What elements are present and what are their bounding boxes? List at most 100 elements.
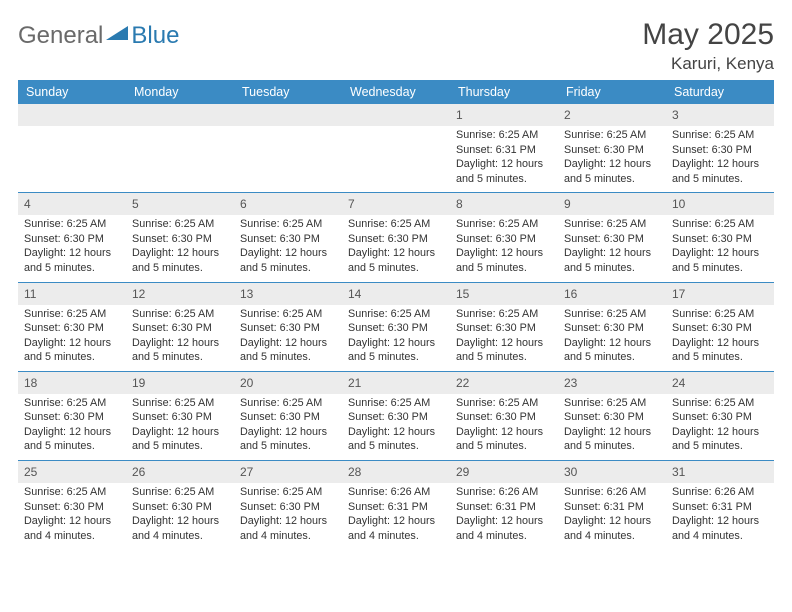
cell-line: Daylight: 12 hours — [132, 336, 228, 351]
cell-text: Sunrise: 6:25 AMSunset: 6:30 PMDaylight:… — [132, 307, 228, 365]
cell-line: Sunset: 6:30 PM — [24, 410, 120, 425]
cell-line: Sunset: 6:30 PM — [564, 143, 660, 158]
cell-line: and 5 minutes. — [240, 261, 336, 276]
cell-line: Daylight: 12 hours — [672, 425, 768, 440]
calendar-cell: 4Sunrise: 6:25 AMSunset: 6:30 PMDaylight… — [18, 193, 126, 281]
calendar-cell: 26 Sunrise: 6:25 AMSunset: 6:30 PMDayligh… — [126, 461, 234, 549]
cell-line: and 5 minutes. — [132, 261, 228, 276]
cell-line: and 4 minutes. — [24, 529, 120, 544]
cell-line: Sunrise: 6:25 AM — [240, 396, 336, 411]
day-header-sunday: Sunday — [18, 80, 126, 104]
daynum-row: 12 — [126, 283, 234, 305]
cell-line: Daylight: 12 hours — [456, 157, 552, 172]
day-number: 3 — [672, 108, 679, 122]
day-number: 26 — [132, 465, 145, 479]
cell-text: Sunrise: 6:25 AMSunset: 6:30 PMDaylight:… — [132, 396, 228, 454]
daynum-row: 14 — [342, 283, 450, 305]
daynum-row: 6 — [234, 193, 342, 215]
cell-line: and 5 minutes. — [132, 350, 228, 365]
cell-line: Daylight: 12 hours — [348, 425, 444, 440]
daynum-row: 2 — [558, 104, 666, 126]
cell-line: Daylight: 12 hours — [240, 514, 336, 529]
day-number: 4 — [24, 197, 31, 211]
cell-line: and 4 minutes. — [240, 529, 336, 544]
cell-text: Sunrise: 6:25 AMSunset: 6:30 PMDaylight:… — [24, 307, 120, 365]
day-number: 23 — [564, 376, 577, 390]
cell-text: Sunrise: 6:25 AMSunset: 6:30 PMDaylight:… — [672, 307, 768, 365]
cell-line: Sunset: 6:30 PM — [456, 232, 552, 247]
cell-text: Sunrise: 6:25 AMSunset: 6:31 PMDaylight:… — [456, 128, 552, 186]
day-header-wednesday: Wednesday — [342, 80, 450, 104]
cell-line: Sunrise: 6:26 AM — [564, 485, 660, 500]
cell-line: and 5 minutes. — [672, 172, 768, 187]
cell-text: Sunrise: 6:25 AMSunset: 6:30 PMDaylight:… — [24, 485, 120, 543]
cell-line: Sunrise: 6:25 AM — [348, 217, 444, 232]
cell-line: Sunset: 6:30 PM — [240, 410, 336, 425]
logo-text-general: General — [18, 22, 103, 50]
daynum-row: 16 — [558, 283, 666, 305]
day-number: 1 — [456, 108, 463, 122]
day-number: 14 — [348, 287, 361, 301]
cell-line: Sunrise: 6:25 AM — [132, 485, 228, 500]
day-number: 18 — [24, 376, 37, 390]
cell-line: Sunrise: 6:25 AM — [672, 128, 768, 143]
day-number: 8 — [456, 197, 463, 211]
cell-line: Sunset: 6:30 PM — [348, 321, 444, 336]
daynum-row: 30 — [558, 461, 666, 483]
calendar-cell: 3Sunrise: 6:25 AMSunset: 6:30 PMDaylight… — [666, 104, 774, 192]
cell-text: Sunrise: 6:25 AMSunset: 6:30 PMDaylight:… — [240, 217, 336, 275]
cell-line: Sunset: 6:30 PM — [348, 232, 444, 247]
week-row: 4Sunrise: 6:25 AMSunset: 6:30 PMDaylight… — [18, 193, 774, 282]
daynum-row: 26 — [126, 461, 234, 483]
cell-line: Sunrise: 6:25 AM — [456, 217, 552, 232]
cell-line: Sunset: 6:30 PM — [240, 232, 336, 247]
cell-line: Daylight: 12 hours — [456, 425, 552, 440]
cell-text: Sunrise: 6:25 AMSunset: 6:30 PMDaylight:… — [564, 217, 660, 275]
cell-line: and 5 minutes. — [456, 261, 552, 276]
cell-text: Sunrise: 6:25 AMSunset: 6:30 PMDaylight:… — [456, 396, 552, 454]
cell-line: Daylight: 12 hours — [564, 336, 660, 351]
cell-line: and 5 minutes. — [456, 172, 552, 187]
day-number: 11 — [24, 287, 36, 301]
day-number: 25 — [24, 465, 37, 479]
cell-text: Sunrise: 6:25 AMSunset: 6:30 PMDaylight:… — [240, 396, 336, 454]
day-number: 2 — [564, 108, 571, 122]
cell-text: Sunrise: 6:25 AMSunset: 6:30 PMDaylight:… — [564, 128, 660, 186]
cell-line: Daylight: 12 hours — [672, 157, 768, 172]
calendar-cell: 17Sunrise: 6:25 AMSunset: 6:30 PMDayligh… — [666, 283, 774, 371]
cell-line: Sunset: 6:31 PM — [456, 143, 552, 158]
cell-line: Sunset: 6:31 PM — [348, 500, 444, 515]
calendar-cell: 8 Sunrise: 6:25 AMSunset: 6:30 PMDaylight… — [450, 193, 558, 281]
cell-line: Daylight: 12 hours — [564, 246, 660, 261]
calendar-cell: 12Sunrise: 6:25 AMSunset: 6:30 PMDayligh… — [126, 283, 234, 371]
month-title: May 2025 — [642, 18, 774, 52]
cell-line: Sunrise: 6:25 AM — [456, 128, 552, 143]
daynum-row: 22 — [450, 372, 558, 394]
cell-text: Sunrise: 6:26 AMSunset: 6:31 PMDaylight:… — [564, 485, 660, 543]
cell-line: and 4 minutes. — [672, 529, 768, 544]
calendar-cell: 22 Sunrise: 6:25 AMSunset: 6:30 PMDayligh… — [450, 372, 558, 460]
cell-line: Sunset: 6:30 PM — [132, 410, 228, 425]
day-number: 22 — [456, 376, 469, 390]
daynum-row: 27 — [234, 461, 342, 483]
daynum-row: 21 — [342, 372, 450, 394]
daynum-row: 15 — [450, 283, 558, 305]
cell-line: and 5 minutes. — [24, 261, 120, 276]
cell-line: Sunset: 6:30 PM — [672, 321, 768, 336]
daynum-row: 10 — [666, 193, 774, 215]
cell-line: and 5 minutes. — [240, 439, 336, 454]
cell-line: Daylight: 12 hours — [456, 514, 552, 529]
cell-line: Sunset: 6:30 PM — [564, 232, 660, 247]
cell-line: Daylight: 12 hours — [672, 514, 768, 529]
cell-line: and 5 minutes. — [564, 261, 660, 276]
daynum-row: 24 — [666, 372, 774, 394]
daynum-row: 0 — [234, 104, 342, 126]
cell-line: and 5 minutes. — [348, 439, 444, 454]
cell-line: Sunset: 6:31 PM — [672, 500, 768, 515]
day-number: 6 — [240, 197, 247, 211]
cell-line: Sunset: 6:30 PM — [672, 410, 768, 425]
cell-text: Sunrise: 6:25 AMSunset: 6:30 PMDaylight:… — [132, 485, 228, 543]
day-header-thursday: Thursday — [450, 80, 558, 104]
cell-text: Sunrise: 6:25 AMSunset: 6:30 PMDaylight:… — [456, 217, 552, 275]
cell-line: Sunset: 6:30 PM — [564, 410, 660, 425]
